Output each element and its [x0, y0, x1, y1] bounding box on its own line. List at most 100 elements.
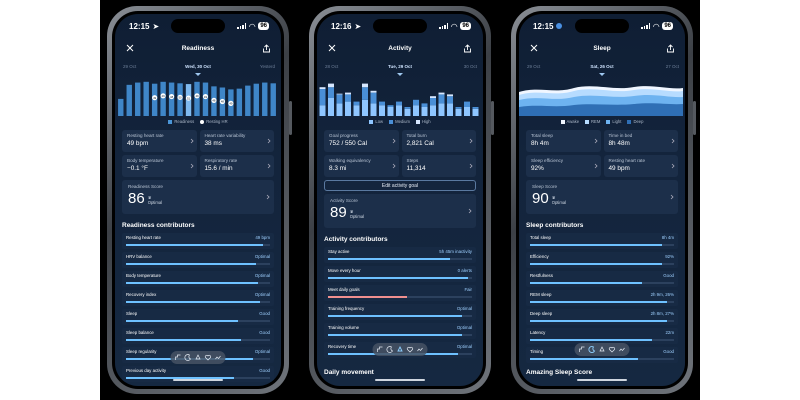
contributor-fill [530, 263, 663, 265]
date-prev[interactable]: 29 Oct [123, 64, 137, 69]
nav-trends-icon[interactable] [619, 346, 626, 353]
contributor-row[interactable]: Move every hour 0 alerts [324, 266, 476, 282]
sleep-summary-title: Amazing Sleep Score [526, 369, 593, 376]
close-icon[interactable] [125, 43, 135, 53]
nav-readiness-icon[interactable] [377, 346, 384, 353]
share-icon[interactable] [261, 43, 271, 53]
date-selector[interactable]: 29 Oct Wed, 30 Oct Yesterd [115, 64, 281, 74]
nav-trends-icon[interactable] [417, 346, 424, 353]
activity-score-card[interactable]: Activity Score 89 ♛ Optimal [324, 194, 476, 228]
contributor-fill [328, 334, 462, 336]
metric-card-total-sleep[interactable]: Total sleep 8h 4m [526, 130, 601, 152]
metric-card-resting-hr[interactable]: Resting heart rate 49 bpm [603, 155, 678, 177]
nav-heart-icon[interactable] [204, 354, 212, 361]
share-icon[interactable] [463, 43, 473, 53]
nav-readiness-icon[interactable] [579, 346, 586, 353]
contributor-row[interactable]: Recovery index Optimal [122, 290, 274, 306]
date-current[interactable]: Sat, 26 Oct [590, 64, 614, 69]
date-next[interactable]: 30 Oct [463, 64, 477, 69]
metric-card-time-in-bed[interactable]: Time in bed 8h 48m [603, 130, 678, 152]
metric-card-hrv[interactable]: Heart rate variability 38 ms [199, 130, 274, 152]
contributor-name: Resting heart rate [126, 235, 161, 240]
date-next[interactable]: Yesterd [259, 64, 275, 69]
contributor-name: HRV balance [126, 254, 152, 259]
activity-bar-segment [447, 94, 453, 97]
contributor-row[interactable]: Latency 22m [526, 328, 678, 344]
close-icon[interactable] [327, 43, 337, 53]
contributor-name: Sleep [126, 311, 138, 316]
contributor-name: Stay active [328, 249, 350, 254]
bottom-nav[interactable] [372, 343, 428, 356]
home-indicator[interactable] [375, 379, 425, 381]
nav-activity-icon[interactable] [397, 346, 404, 353]
contributor-row[interactable]: Restfulness Good [526, 271, 678, 287]
contributor-value: 2h 9m, 26% [650, 292, 674, 297]
chevron-right-icon [392, 163, 396, 169]
contributor-row[interactable]: Total sleep 8h 4m [526, 233, 678, 249]
metric-card-body-temp[interactable]: Body temperature −0.1 °F [122, 155, 197, 177]
date-current[interactable]: Wed, 30 Oct [185, 64, 211, 69]
screen: 12:15 ➤ ◠ 96 Readiness 29 Oct Wed, 30 Oct… [115, 14, 281, 386]
contributor-name: Body temperature [126, 273, 161, 278]
metric-card-sleep-efficiency[interactable]: Sleep efficiency 92% [526, 155, 601, 177]
activity-bar-segment [328, 87, 334, 98]
close-icon[interactable] [529, 43, 539, 53]
contributor-row[interactable]: Efficiency 92% [526, 252, 678, 268]
contributor-row[interactable]: Sleep balance Good [122, 328, 274, 344]
legend-swatch [200, 119, 205, 124]
activity-bar-segment [362, 87, 368, 100]
edit-activity-goal-button[interactable]: Edit activity goal [324, 180, 476, 191]
metric-card-steps[interactable]: Steps 11,314 [401, 155, 476, 177]
date-selector[interactable]: 29 Oct Sat, 26 Oct 27 Oct [519, 64, 685, 74]
contributor-row[interactable]: HRV balance Optimal [122, 252, 274, 268]
date-prev[interactable]: 28 Oct [325, 64, 339, 69]
bottom-nav[interactable] [170, 351, 226, 364]
dynamic-island [575, 19, 629, 33]
nav-activity-icon[interactable] [599, 346, 606, 353]
metric-card-total-burn[interactable]: Total burn 2,821 Cal [401, 130, 476, 152]
nav-sleep-icon[interactable] [184, 354, 192, 361]
contributor-fill [126, 263, 256, 265]
contributors-list: Stay active 5h 45m inactivity Move every h… [324, 247, 476, 358]
readiness-score-card[interactable]: Readiness Score 86 ♛ Optimal [122, 180, 274, 214]
nav-readiness-icon[interactable] [175, 354, 182, 361]
contributor-row[interactable]: Sleep Good [122, 309, 274, 325]
metric-card-walking[interactable]: Walking equivalency 8.3 mi [324, 155, 399, 177]
contributor-row[interactable]: Body temperature Optimal [122, 271, 274, 287]
activity-chart [319, 83, 479, 116]
activity-bar-segment [336, 94, 343, 104]
nav-heart-icon[interactable] [608, 346, 616, 353]
nav-sleep-icon[interactable] [588, 346, 596, 353]
date-current[interactable]: Tue, 29 Oct [388, 64, 412, 69]
contributor-row[interactable]: Meet daily goals Fair [324, 285, 476, 301]
date-prev[interactable]: 29 Oct [527, 64, 541, 69]
date-selector[interactable]: 28 Oct Tue, 29 Oct 30 Oct [317, 64, 483, 74]
metric-card-respiratory[interactable]: Respiratory rate 15.6 / min [199, 155, 274, 177]
metric-card-goal-progress[interactable]: Goal progress 752 / 550 Cal [324, 130, 399, 152]
contributor-row[interactable]: Previous day activity Good [122, 366, 274, 382]
home-indicator[interactable] [577, 379, 627, 381]
contributor-row[interactable]: Training volume Optimal [324, 323, 476, 339]
battery-icon: 96 [460, 22, 471, 30]
nav-trends-icon[interactable] [215, 354, 222, 361]
contributor-value: Good [259, 311, 270, 316]
contributor-row[interactable]: Stay active 5h 45m inactivity [324, 247, 476, 263]
date-next[interactable]: 27 Oct [665, 64, 679, 69]
contributor-row[interactable]: Deep sleep 2h 8m, 27% [526, 309, 678, 325]
activity-bar-segment [421, 103, 428, 107]
readiness-bar [236, 88, 243, 116]
nav-heart-icon[interactable] [406, 346, 414, 353]
nav-sleep-icon[interactable] [386, 346, 394, 353]
contributor-row[interactable]: Training frequency Optimal [324, 304, 476, 320]
sleep-score-card[interactable]: Sleep Score 90 ♛ Optimal [526, 180, 678, 214]
metric-card-resting-hr[interactable]: Resting heart rate 49 bpm [122, 130, 197, 152]
contributor-track [126, 339, 270, 341]
home-indicator[interactable] [173, 379, 223, 381]
nav-activity-icon[interactable] [195, 354, 202, 361]
legend-item: Medium [389, 119, 410, 124]
contributor-row[interactable]: Resting heart rate 49 bpm [122, 233, 274, 249]
bottom-nav[interactable] [574, 343, 630, 356]
resting-hr-dot [152, 95, 158, 101]
share-icon[interactable] [665, 43, 675, 53]
contributor-row[interactable]: REM sleep 2h 9m, 26% [526, 290, 678, 306]
